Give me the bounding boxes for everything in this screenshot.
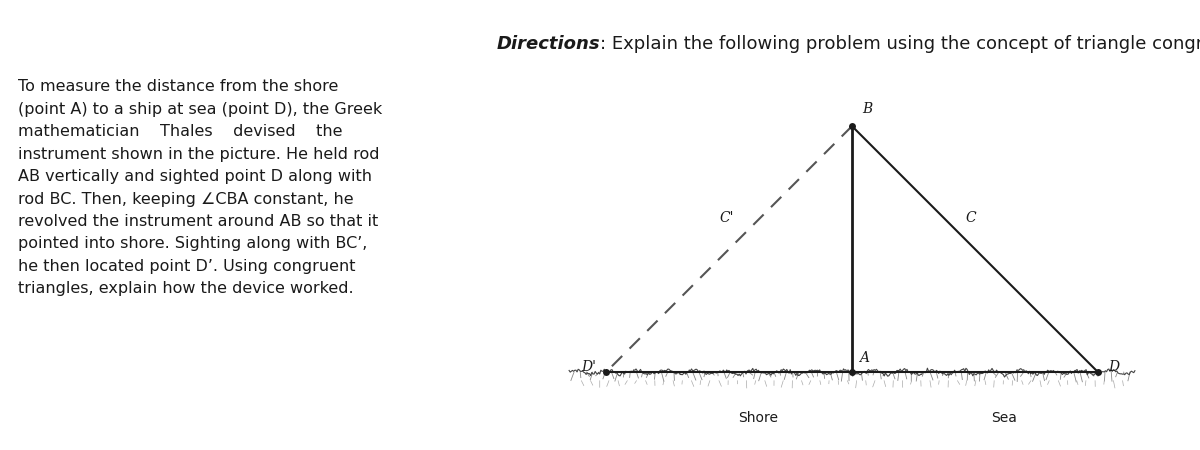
- Text: C: C: [965, 211, 976, 225]
- Text: C': C': [720, 211, 734, 225]
- Text: Shore: Shore: [738, 411, 779, 426]
- Text: To measure the distance from the shore
(point A) to a ship at sea (point D), the: To measure the distance from the shore (…: [18, 79, 383, 297]
- Text: B: B: [862, 102, 872, 116]
- Text: A: A: [859, 351, 869, 365]
- Text: : Explain the following problem using the concept of triangle congruency.: : Explain the following problem using th…: [600, 35, 1200, 53]
- Text: D: D: [1108, 360, 1118, 374]
- Text: Sea: Sea: [991, 411, 1018, 426]
- Text: Directions: Directions: [497, 35, 600, 53]
- Text: D': D': [581, 360, 596, 374]
